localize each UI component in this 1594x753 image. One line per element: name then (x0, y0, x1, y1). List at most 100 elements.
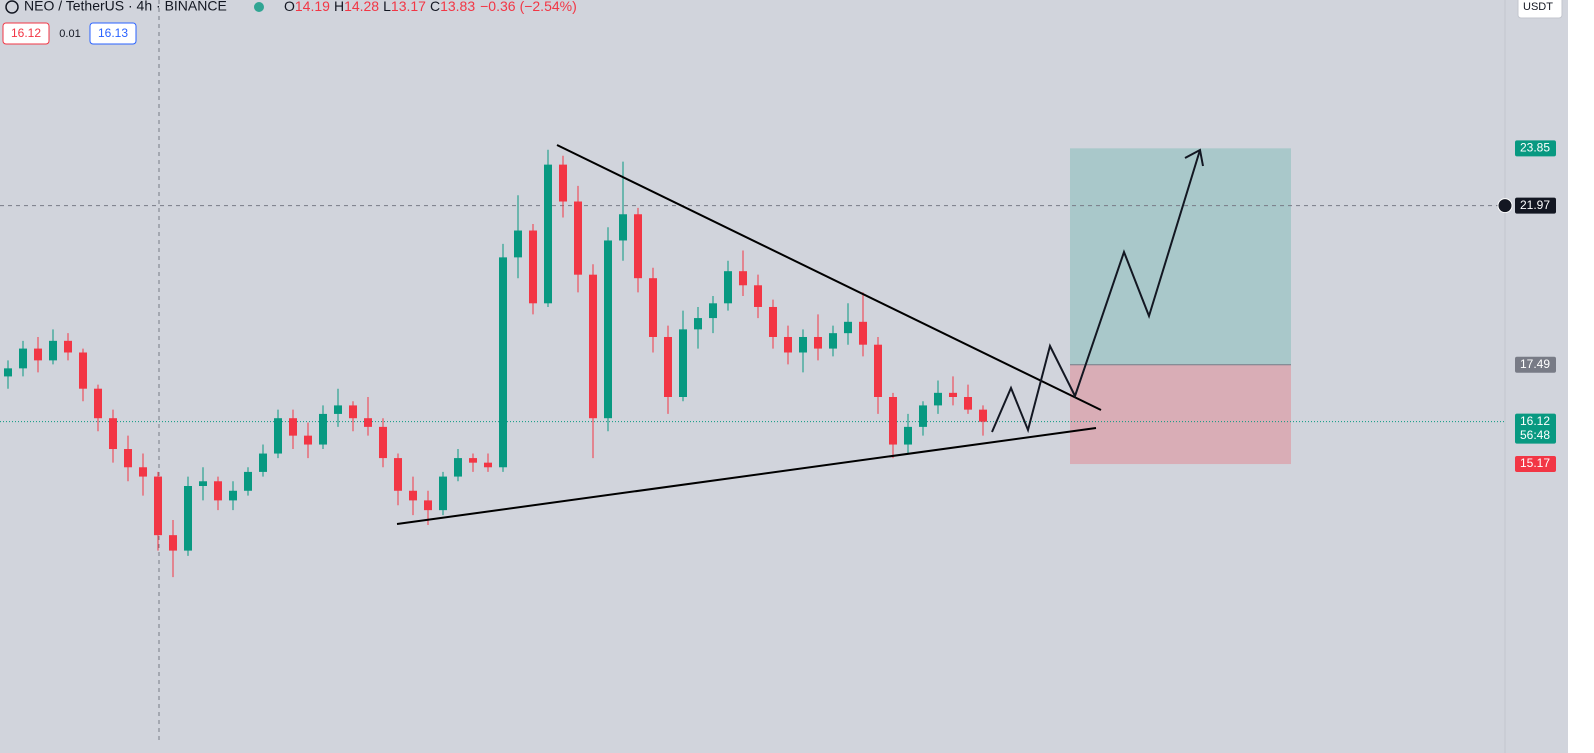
candle-body (409, 490, 417, 501)
candle-body (514, 230, 522, 258)
currency-select[interactable] (1517, 0, 1563, 19)
candle-body (589, 274, 597, 419)
candle-body (784, 336, 792, 353)
candle-body (229, 490, 237, 501)
entry-price: 17.49 (1520, 357, 1550, 371)
candle-body (844, 321, 852, 334)
candle-body (124, 449, 132, 468)
resistance-trendline (556, 144, 1102, 411)
candle-body (454, 458, 462, 477)
candle-body (754, 285, 762, 307)
candle-body (4, 368, 12, 377)
candle-body (154, 476, 162, 536)
candle-body (334, 405, 342, 414)
candle-body (139, 467, 147, 477)
candle-body (424, 500, 432, 511)
spread: 0.01 (59, 28, 80, 40)
target-price: 23.85 (1520, 141, 1550, 155)
candle-body (739, 271, 747, 286)
candle-body (349, 405, 357, 419)
candle-body (679, 329, 687, 398)
candle-body (574, 201, 582, 275)
legend-key: C (430, 0, 440, 14)
candle-body (964, 397, 972, 410)
candle-body (769, 306, 777, 337)
entry-price-badge (1515, 356, 1556, 373)
candle-body (664, 336, 672, 398)
candle-body (709, 303, 717, 319)
currency-label[interactable]: USDT (1523, 1, 1553, 13)
buy-button[interactable] (89, 22, 137, 45)
candle-body (499, 257, 507, 468)
stop-price: 15.17 (1520, 456, 1550, 470)
candle-body (889, 397, 897, 445)
last-price: 16.12 (1520, 414, 1550, 428)
candle-body (814, 336, 822, 349)
market-status (254, 2, 264, 12)
ohlc-legend: O14.19 H14.28 L13.17 C13.83 −0.36 (−2.54%) (284, 0, 577, 14)
candle-body (859, 321, 867, 345)
candle-body (214, 481, 222, 501)
candle-body (109, 418, 117, 450)
candle-body (469, 458, 477, 463)
symbol-icon[interactable] (5, 0, 19, 14)
candle-body (874, 344, 882, 398)
sell-button[interactable] (2, 22, 50, 45)
candle-body (799, 336, 807, 353)
crosshair-price: 21.97 (1520, 198, 1550, 212)
candle-body (559, 164, 567, 202)
change-percent: (−2.54%) (520, 0, 577, 14)
candle-body (544, 164, 552, 304)
candle-body (529, 230, 537, 304)
candle-body (619, 214, 627, 241)
loss-zone (1070, 364, 1291, 465)
support-trendline (396, 427, 1097, 525)
legend-value: 13.17 (391, 0, 426, 14)
candle-body (244, 471, 252, 491)
candle-body (829, 333, 837, 349)
candle-body (34, 348, 42, 361)
candle-body (289, 418, 297, 436)
candle-body (979, 409, 987, 422)
legend-value: 13.83 (440, 0, 475, 14)
candle-body (394, 458, 402, 491)
profit-zone (1070, 148, 1291, 365)
candle-body (379, 426, 387, 459)
candle-body (274, 418, 282, 454)
crosshair-price-badge (1515, 197, 1556, 214)
legend-value: 14.28 (344, 0, 379, 14)
candle-body (169, 535, 177, 551)
countdown: 56:48 (1520, 428, 1550, 442)
candle-body (949, 392, 957, 398)
candle-body (694, 318, 702, 330)
ask-price[interactable]: 16.13 (98, 26, 128, 40)
candle-body (604, 240, 612, 419)
legend-value: 14.19 (295, 0, 330, 14)
stop-price-badge (1515, 456, 1556, 473)
candle-body (919, 405, 927, 427)
candle-body (199, 481, 207, 487)
projection-arrowhead (1184, 148, 1204, 167)
candle-body (259, 453, 267, 472)
legend-key: H (334, 0, 344, 14)
candle-body (319, 413, 327, 445)
symbol-title: NEO / TetherUS · 4h · BINANCE (24, 0, 227, 14)
candle-body (79, 352, 87, 389)
candle-body (49, 340, 57, 361)
candle-body (19, 348, 27, 369)
candle-body (94, 388, 102, 419)
candle-body (724, 271, 732, 304)
projection-path (991, 149, 1201, 434)
candle-body (439, 476, 447, 511)
bid-price[interactable]: 16.12 (11, 26, 41, 40)
legend-key: L (383, 0, 391, 14)
target-price-badge (1515, 140, 1556, 157)
candle-body (184, 486, 192, 551)
candle-body (904, 426, 912, 445)
candle-body (304, 435, 312, 445)
change: −0.36 (480, 0, 516, 14)
crosshair-plus (1497, 198, 1513, 214)
candle-body (484, 462, 492, 468)
